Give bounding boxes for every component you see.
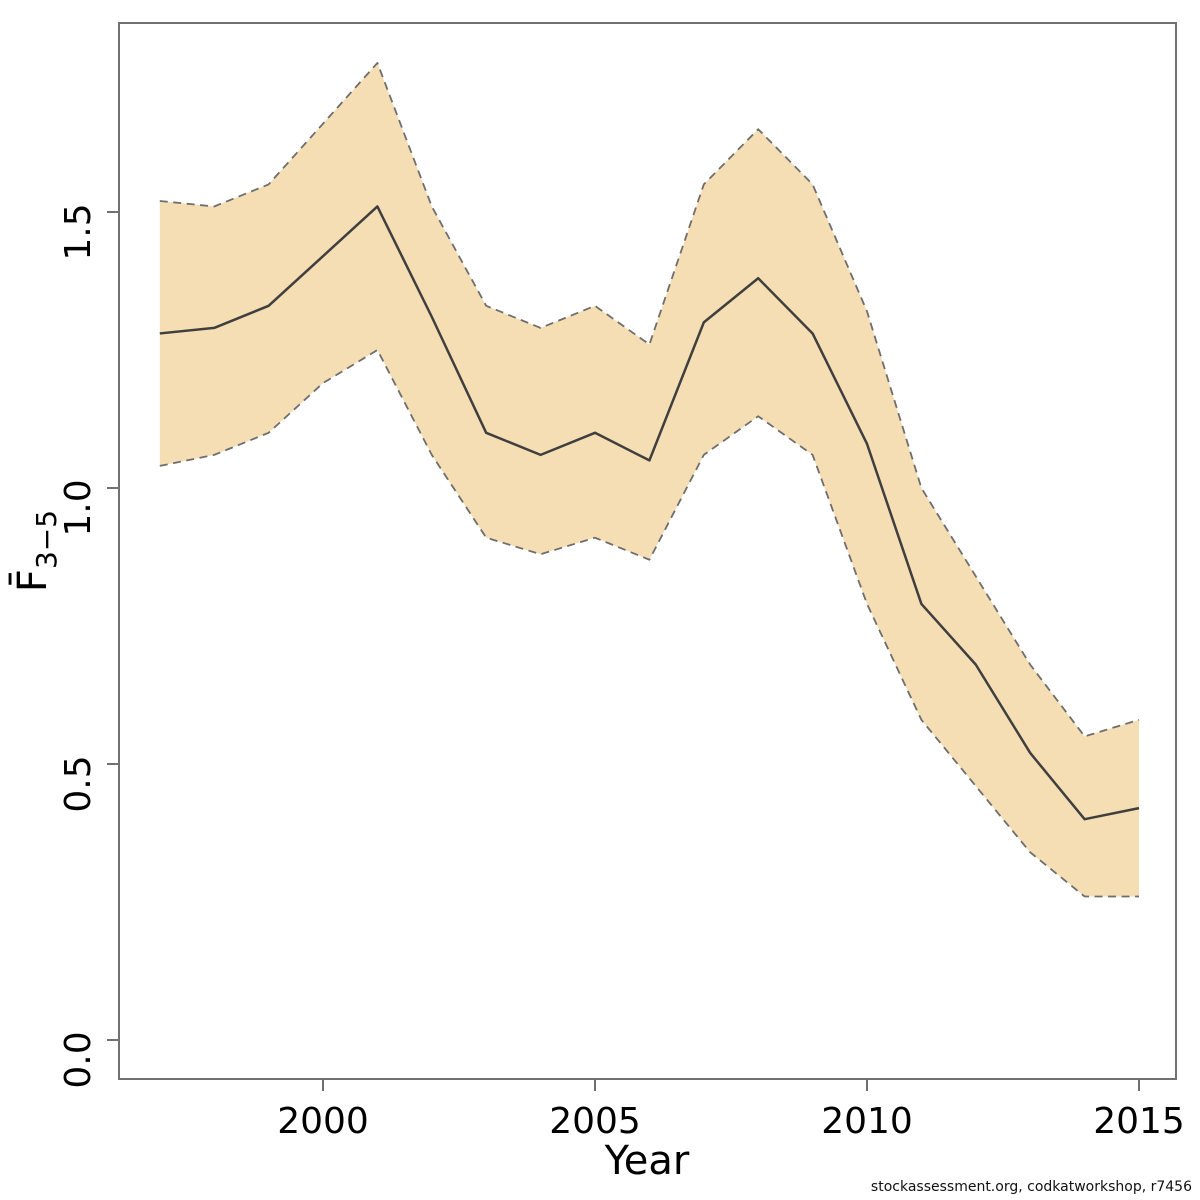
y-axis-title: F̄3−5 <box>8 510 63 592</box>
y-tick-label: 0.0 <box>58 1031 99 1088</box>
y-tick-label: 1.0 <box>58 479 99 536</box>
y-tick-label: 1.5 <box>58 203 99 260</box>
estimate-line <box>159 205 1140 821</box>
footer-credit: stockassessment.org, codkatworkshop, r74… <box>871 1179 1192 1195</box>
y-axis-title-subscript: 3−5 <box>30 510 63 569</box>
y-axis-title-base: F̄ <box>8 569 56 592</box>
ci-lower-line <box>159 349 1139 898</box>
x-axis-title: Year <box>604 1138 690 1184</box>
y-tick-label: 0.5 <box>58 755 99 812</box>
ci-upper-line <box>159 62 1140 738</box>
x-tick-label: 2005 <box>549 1101 641 1142</box>
plot-area: 2000 2005 2010 2015 0.0 0.5 1.0 1.5 <box>58 22 1185 1142</box>
x-tick-label: 2000 <box>277 1101 369 1142</box>
confidence-band <box>159 62 1140 897</box>
plot-box <box>118 22 1177 1080</box>
x-tick-label: 2015 <box>1093 1101 1185 1142</box>
x-tick-label: 2010 <box>821 1101 913 1142</box>
